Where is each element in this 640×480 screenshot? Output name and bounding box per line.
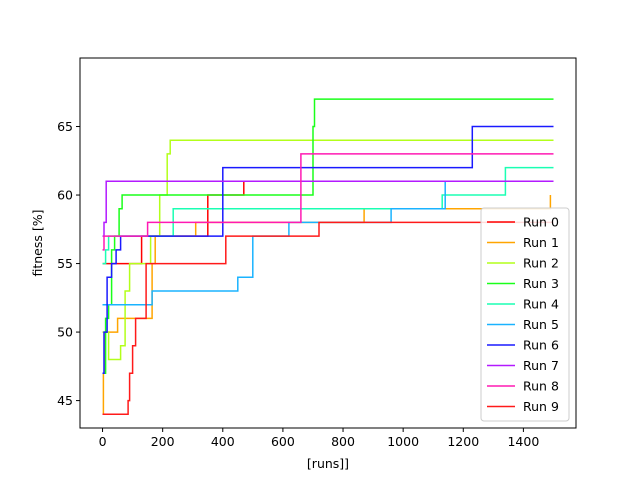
y-tick-label: 45 xyxy=(57,393,73,408)
legend-entry: Run 1 xyxy=(523,235,559,250)
y-tick-label: 55 xyxy=(57,256,73,271)
legend-entry: Run 6 xyxy=(523,338,559,353)
legend-entry: Run 0 xyxy=(523,215,559,230)
legend-entry: Run 8 xyxy=(523,379,559,394)
plot-frame xyxy=(79,57,577,429)
y-tick-label: 50 xyxy=(57,325,73,340)
series-line-run-6 xyxy=(102,125,554,374)
legend: Run 0 Run 1 Run 2 Run 3 Run 4 Run 5 Run 6 Run 7… xyxy=(480,207,570,422)
plot-lines xyxy=(102,98,554,416)
y-tick-label: 65 xyxy=(57,119,73,134)
legend-entry: Run 5 xyxy=(523,317,559,332)
x-tick-label: 400 xyxy=(211,434,235,449)
series-line-run-2 xyxy=(102,139,554,361)
legend-box xyxy=(480,207,570,422)
x-axis: 0 200 400 600 800 1000 1200 1400 xyxy=(99,428,539,449)
x-tick-label: 1400 xyxy=(507,434,539,449)
x-tick-label: 1200 xyxy=(447,434,479,449)
x-tick-label: 800 xyxy=(331,434,355,449)
x-axis-label: [runs]] xyxy=(307,456,349,471)
series-line-run-9 xyxy=(102,221,554,416)
x-tick-label: 600 xyxy=(271,434,295,449)
x-tick-label: 1000 xyxy=(387,434,419,449)
y-tick-label: 60 xyxy=(57,188,73,203)
x-tick-label: 200 xyxy=(151,434,175,449)
legend-entry: Run 9 xyxy=(523,399,559,414)
x-tick-label: 0 xyxy=(99,434,107,449)
y-axis: 45 50 55 60 65 xyxy=(57,119,80,408)
series-line-run-8 xyxy=(102,153,554,251)
legend-entry: Run 2 xyxy=(523,256,559,271)
legend-entry: Run 4 xyxy=(523,297,559,312)
legend-entry: Run 3 xyxy=(523,276,559,291)
y-axis-label: fitness [%] xyxy=(30,209,45,276)
legend-entry: Run 7 xyxy=(523,358,559,373)
